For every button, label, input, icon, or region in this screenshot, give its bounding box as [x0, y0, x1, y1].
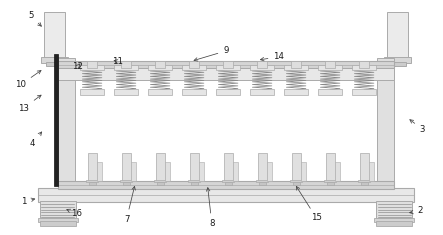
- Bar: [268, 162, 272, 180]
- Bar: [318, 65, 342, 70]
- Bar: [88, 153, 97, 180]
- Bar: [80, 65, 104, 70]
- Bar: [165, 162, 170, 180]
- Bar: [301, 162, 306, 180]
- Bar: [58, 58, 75, 189]
- Bar: [199, 162, 204, 180]
- Bar: [155, 153, 164, 180]
- Text: 16: 16: [67, 209, 82, 218]
- Text: 15: 15: [296, 186, 322, 223]
- Bar: [87, 61, 97, 68]
- Bar: [233, 162, 238, 180]
- Bar: [361, 182, 368, 184]
- Bar: [335, 162, 340, 180]
- Text: 7: 7: [124, 186, 136, 224]
- Bar: [182, 65, 206, 70]
- Text: 4: 4: [30, 132, 42, 148]
- Bar: [41, 57, 68, 63]
- Bar: [358, 180, 370, 182]
- Bar: [223, 61, 233, 68]
- Bar: [389, 62, 406, 66]
- Bar: [250, 90, 274, 95]
- Bar: [292, 153, 300, 180]
- Bar: [359, 61, 369, 68]
- Bar: [369, 162, 374, 180]
- Bar: [188, 180, 200, 182]
- Bar: [39, 221, 76, 226]
- Bar: [114, 90, 138, 95]
- Bar: [148, 90, 172, 95]
- Bar: [256, 180, 268, 182]
- Bar: [121, 61, 131, 68]
- Bar: [58, 61, 394, 68]
- Bar: [216, 90, 240, 95]
- Text: 9: 9: [194, 47, 229, 61]
- Bar: [80, 90, 104, 95]
- Bar: [58, 180, 394, 189]
- Text: 8: 8: [206, 188, 214, 227]
- Bar: [190, 153, 198, 180]
- Bar: [44, 12, 65, 58]
- Bar: [352, 65, 376, 70]
- Bar: [374, 218, 414, 222]
- Bar: [352, 90, 376, 95]
- Bar: [284, 90, 308, 95]
- Bar: [97, 162, 102, 180]
- Bar: [318, 90, 342, 95]
- Text: 13: 13: [18, 95, 41, 113]
- Bar: [250, 65, 274, 70]
- Text: 3: 3: [410, 120, 425, 134]
- Text: 5: 5: [28, 11, 41, 26]
- Bar: [259, 182, 266, 184]
- Bar: [156, 182, 163, 184]
- Bar: [122, 153, 131, 180]
- Bar: [291, 61, 301, 68]
- Bar: [376, 221, 412, 226]
- Bar: [376, 201, 412, 218]
- Bar: [292, 182, 299, 184]
- Bar: [38, 188, 414, 202]
- Bar: [324, 180, 336, 182]
- Bar: [222, 180, 234, 182]
- Bar: [291, 180, 302, 182]
- Text: 10: 10: [15, 70, 41, 89]
- Text: 12: 12: [73, 62, 83, 70]
- Bar: [257, 61, 267, 68]
- Bar: [224, 153, 233, 180]
- Text: 1: 1: [21, 197, 35, 206]
- Bar: [154, 180, 166, 182]
- Bar: [89, 182, 96, 184]
- Bar: [86, 180, 98, 182]
- Bar: [120, 180, 132, 182]
- Bar: [387, 12, 408, 58]
- Bar: [326, 153, 334, 180]
- Text: 11: 11: [112, 57, 123, 66]
- Bar: [190, 182, 198, 184]
- Bar: [360, 153, 369, 180]
- Bar: [132, 162, 136, 180]
- Bar: [148, 65, 172, 70]
- Text: 2: 2: [410, 206, 423, 215]
- Bar: [384, 57, 412, 63]
- Bar: [325, 61, 335, 68]
- Bar: [46, 62, 63, 66]
- Bar: [54, 55, 58, 186]
- Bar: [58, 68, 394, 80]
- Bar: [39, 201, 76, 218]
- Bar: [225, 182, 232, 184]
- Text: 14: 14: [260, 52, 284, 61]
- Bar: [284, 65, 308, 70]
- Bar: [123, 182, 130, 184]
- Bar: [377, 58, 394, 189]
- Bar: [38, 218, 78, 222]
- Bar: [216, 65, 240, 70]
- Bar: [326, 182, 334, 184]
- Bar: [182, 90, 206, 95]
- Bar: [189, 61, 199, 68]
- Bar: [155, 61, 165, 68]
- Bar: [114, 65, 138, 70]
- Bar: [258, 153, 267, 180]
